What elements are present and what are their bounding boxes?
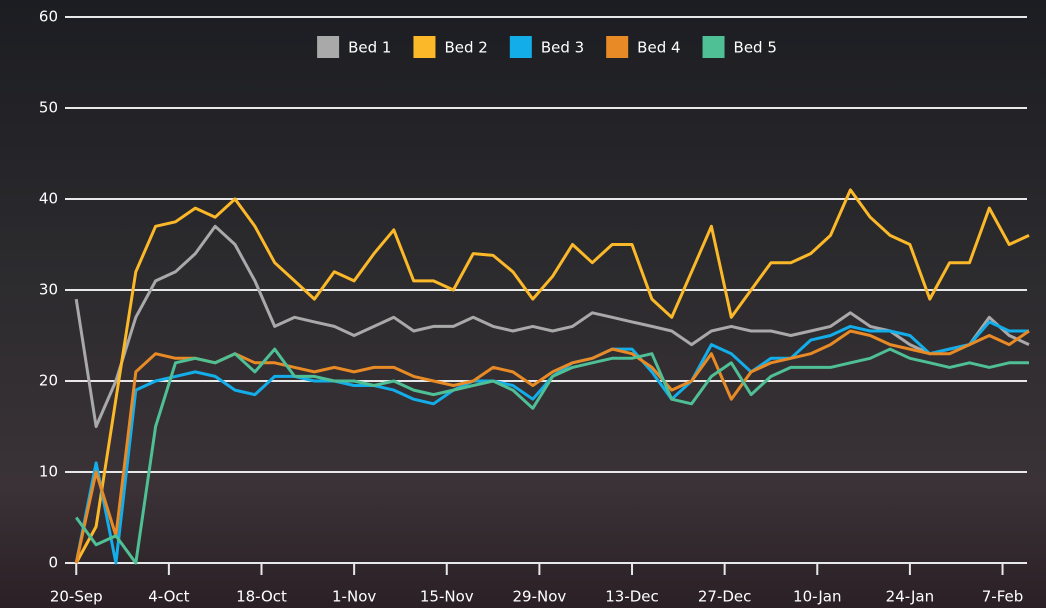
y-tick-label: 50 [39, 99, 58, 117]
series-line [74, 188, 1030, 564]
series-line [74, 347, 1029, 565]
y-tick-label: 0 [48, 554, 58, 572]
x-tick-label: 20-Sep [50, 588, 103, 606]
legend-swatch [606, 36, 629, 58]
y-tick-label: 30 [39, 281, 58, 299]
series-line [74, 224, 1030, 428]
x-tick-label: 24-Jan [886, 588, 934, 606]
x-tick-label: 10-Jan [793, 588, 841, 606]
legend-label: Bed 2 [444, 39, 487, 57]
x-tick-label: 18-Oct [236, 588, 287, 606]
x-tick-label: 13-Dec [605, 588, 659, 606]
y-tick-label: 10 [39, 463, 58, 481]
legend-swatch [317, 36, 340, 58]
x-tick-label: 15-Nov [420, 588, 474, 606]
y-tick-label: 20 [39, 372, 58, 390]
x-tick-label: 29-Nov [513, 588, 567, 606]
legend-label: Bed 3 [541, 39, 584, 57]
x-tick-label: 27-Dec [698, 588, 752, 606]
x-tick-label: 7-Feb [982, 588, 1024, 606]
legend: Bed 1 Bed 2 Bed 3 Bed 4 Bed 5 [317, 36, 777, 58]
legend-swatch [509, 36, 532, 58]
y-tick-label: 60 [39, 8, 58, 26]
legend-label: Bed 1 [348, 39, 391, 57]
x-tick-label: 4-Oct [148, 588, 189, 606]
legend-label: Bed 4 [637, 39, 680, 57]
legend-swatch [413, 36, 436, 58]
y-tick-label: 40 [39, 190, 58, 208]
legend-swatch [702, 36, 725, 58]
legend-label: Bed 5 [734, 39, 777, 57]
x-tick-label: 1-Nov [332, 588, 376, 606]
